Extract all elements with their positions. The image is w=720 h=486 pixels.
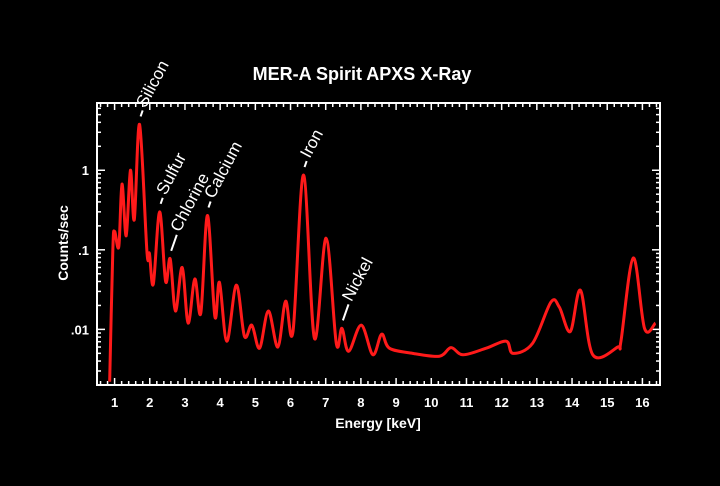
annotation-leader-line [159, 197, 164, 205]
annotation-label-iron: Iron [296, 126, 327, 161]
annotation-leader-line [170, 234, 178, 252]
x-tick-label: 8 [357, 395, 364, 410]
y-tick-label: 1 [82, 163, 89, 178]
spectrum-line [108, 122, 657, 382]
x-tick-label: 3 [181, 395, 188, 410]
annotation-leader-line [303, 160, 308, 168]
annotation-leader-line [139, 110, 144, 117]
x-tick-label: 13 [530, 395, 544, 410]
annotation-leader-line [207, 201, 212, 208]
x-tick-label: 4 [217, 395, 225, 410]
x-tick-label: 5 [252, 395, 259, 410]
x-tick-label: 15 [600, 395, 614, 410]
x-tick-label: 11 [460, 395, 474, 410]
annotation-label-calcium: Calcium [200, 138, 246, 201]
x-tick-label: 16 [635, 395, 649, 410]
x-tick-label: 2 [146, 395, 153, 410]
x-axis-label: Energy [keV] [335, 415, 421, 431]
x-tick-label: 9 [392, 395, 399, 410]
x-tick-label: 12 [494, 395, 508, 410]
x-tick-label: 14 [565, 395, 580, 410]
plot-frame [96, 102, 661, 386]
x-tick-label: 6 [287, 395, 294, 410]
x-tick-label: 10 [424, 395, 438, 410]
y-tick-label: .1 [78, 243, 89, 258]
annotation-label-nickel: Nickel [338, 254, 377, 304]
annotation-leader-line [341, 304, 350, 321]
x-tick-label: 7 [322, 395, 329, 410]
y-tick-label: .01 [71, 322, 89, 337]
chart-title: MER-A Spirit APXS X-Ray [253, 64, 472, 84]
y-axis-label: Counts/sec [55, 205, 71, 281]
x-tick-label: 1 [111, 395, 118, 410]
